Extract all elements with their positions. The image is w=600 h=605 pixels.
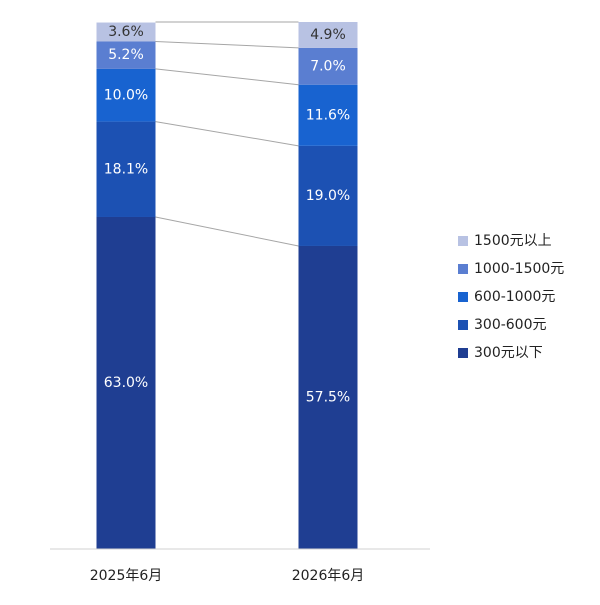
value-label: 5.2% bbox=[108, 47, 144, 63]
value-label: 3.6% bbox=[108, 24, 144, 40]
value-label: 11.6% bbox=[306, 107, 350, 123]
legend-swatch bbox=[458, 348, 468, 358]
value-label: 57.5% bbox=[306, 389, 350, 405]
bar-segment bbox=[298, 84, 358, 146]
legend-swatch bbox=[458, 292, 468, 302]
bar-segment bbox=[96, 41, 156, 69]
value-label: 4.9% bbox=[310, 27, 346, 43]
value-label: 10.0% bbox=[104, 87, 148, 103]
x-tick-label: 2025年6月 bbox=[90, 568, 163, 584]
bar-segment bbox=[96, 121, 156, 217]
bar-segment bbox=[96, 216, 156, 550]
value-label: 63.0% bbox=[104, 375, 148, 391]
legend-swatch bbox=[458, 236, 468, 246]
bar-segment bbox=[298, 22, 358, 48]
legend-swatch bbox=[458, 264, 468, 274]
x-tick-label: 2026年6月 bbox=[292, 568, 365, 584]
connector bbox=[155, 68, 299, 86]
legend-label: 1500元以上 bbox=[474, 233, 552, 249]
bar-segment bbox=[298, 245, 358, 549]
legend-swatch bbox=[458, 320, 468, 330]
legend-label: 1000-1500元 bbox=[474, 261, 564, 277]
bar-segment bbox=[96, 68, 156, 122]
value-label: 7.0% bbox=[310, 58, 346, 74]
connector bbox=[155, 40, 299, 49]
connector bbox=[155, 216, 299, 247]
legend-label: 300-600元 bbox=[474, 317, 547, 333]
bar-segment bbox=[298, 145, 358, 246]
connector bbox=[155, 121, 299, 147]
bar-segment bbox=[298, 47, 358, 85]
bar-segment bbox=[96, 22, 156, 42]
legend-label: 600-1000元 bbox=[474, 289, 555, 305]
value-label: 18.1% bbox=[104, 161, 148, 177]
value-label: 19.0% bbox=[306, 188, 350, 204]
legend-label: 300元以下 bbox=[474, 345, 543, 361]
